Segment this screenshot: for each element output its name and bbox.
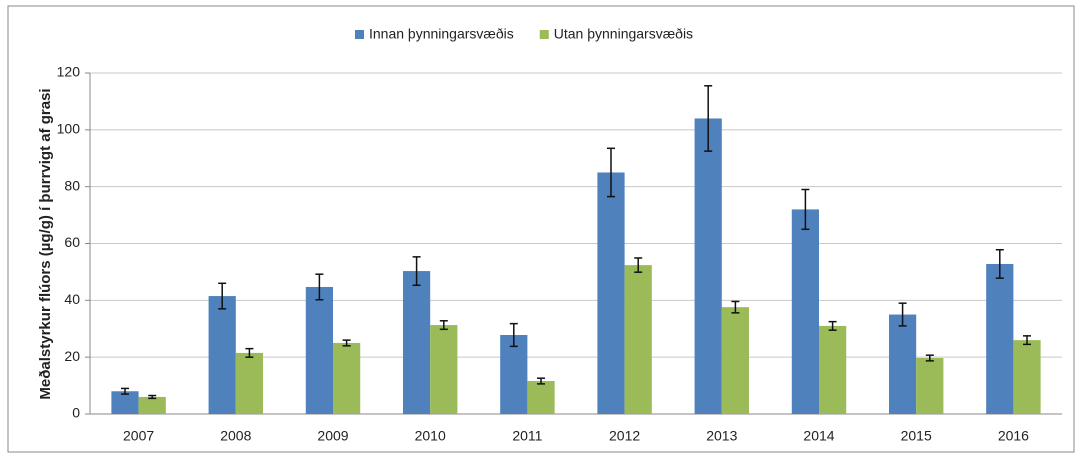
bar	[624, 265, 652, 414]
y-tick-label: 100	[57, 121, 81, 137]
bar	[791, 209, 819, 414]
x-tick-label: 2009	[317, 428, 348, 444]
y-tick-label: 120	[57, 64, 81, 80]
y-tick-label: 40	[64, 291, 80, 307]
legend-swatch	[355, 30, 364, 39]
y-tick-label: 0	[72, 405, 80, 421]
bar	[235, 352, 264, 414]
bar	[305, 286, 333, 414]
x-tick-label: 2010	[415, 428, 446, 444]
y-tick-label: 60	[64, 234, 80, 250]
y-axis-label: Meðalstyrkur flúors (µg/g) í þurrvigt af…	[37, 88, 54, 399]
bar	[597, 172, 625, 414]
bar	[888, 314, 917, 414]
y-tick-label: 20	[64, 348, 80, 364]
legend-label: Utan þynningarsvæðis	[554, 26, 693, 42]
bar	[721, 307, 750, 414]
bar	[333, 342, 361, 414]
x-tick-label: 2015	[901, 428, 932, 444]
legend-swatch	[539, 30, 549, 39]
x-tick-label: 2008	[220, 428, 251, 444]
bar	[819, 325, 847, 414]
x-tick-label: 2011	[512, 428, 542, 444]
x-tick-label: 2014	[803, 428, 834, 444]
bar	[402, 271, 431, 414]
bar	[1013, 340, 1041, 414]
bar	[500, 335, 528, 414]
bar	[527, 381, 555, 414]
bar	[111, 391, 139, 414]
x-tick-label: 2016	[998, 428, 1029, 444]
bar	[694, 118, 722, 414]
bar	[986, 263, 1014, 414]
x-tick-label: 2013	[706, 428, 737, 444]
bar	[430, 325, 458, 414]
legend-label: Innan þynningarsvæðis	[369, 26, 514, 42]
bar	[208, 296, 236, 414]
x-tick-label: 2007	[123, 428, 154, 444]
bar	[138, 396, 166, 414]
bar	[916, 358, 944, 414]
y-tick-label: 80	[64, 177, 80, 193]
x-tick-label: 2012	[609, 428, 640, 444]
